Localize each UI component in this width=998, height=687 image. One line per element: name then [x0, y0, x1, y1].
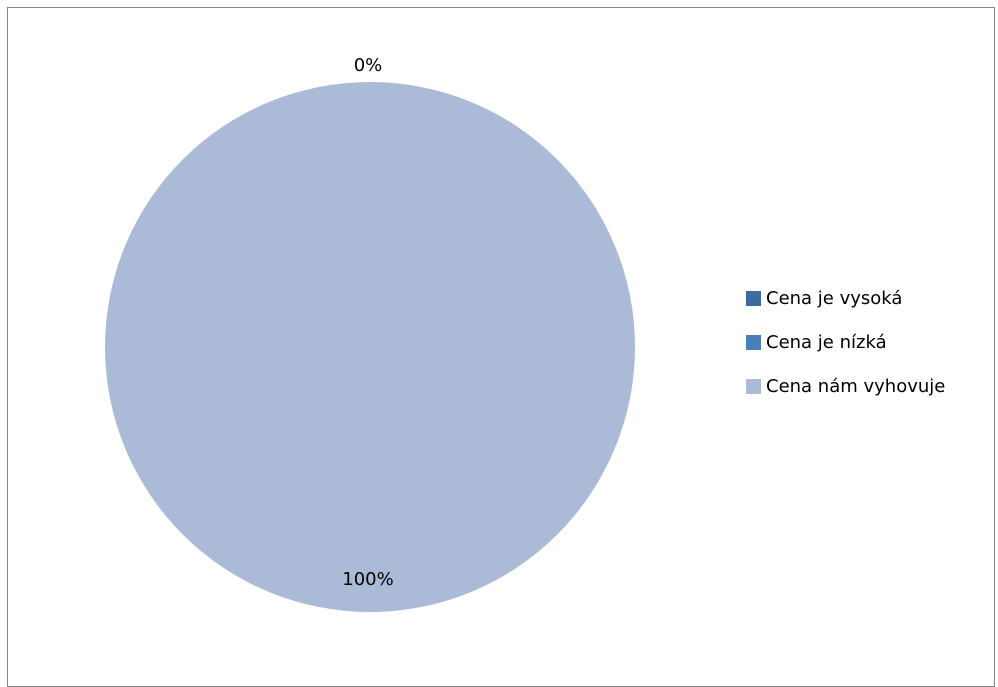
legend-item-cena-je-nizka: Cena je nízká — [746, 331, 986, 353]
pie-slice-cena-nam-vyhovuje — [105, 82, 635, 612]
data-label-cena-nam-vyhovuje: 100% — [342, 569, 393, 590]
legend-swatch-cena-nam-vyhovuje — [746, 378, 761, 394]
pie-slices — [105, 82, 635, 612]
legend-item-cena-nam-vyhovuje: Cena nám vyhovuje — [746, 375, 986, 397]
legend-swatch-cena-je-vysoka — [746, 290, 761, 306]
legend: Cena je vysoká Cena je nízká Cena nám vy… — [746, 287, 986, 419]
legend-label-cena-je-vysoka: Cena je vysoká — [766, 287, 903, 309]
data-label-cena-je-vysoka: 0% — [354, 55, 383, 76]
legend-item-cena-je-vysoka: Cena je vysoká — [746, 287, 986, 309]
legend-swatch-cena-je-nizka — [746, 334, 761, 350]
legend-label-cena-nam-vyhovuje: Cena nám vyhovuje — [766, 375, 946, 397]
legend-label-cena-je-nizka: Cena je nízká — [766, 331, 887, 353]
